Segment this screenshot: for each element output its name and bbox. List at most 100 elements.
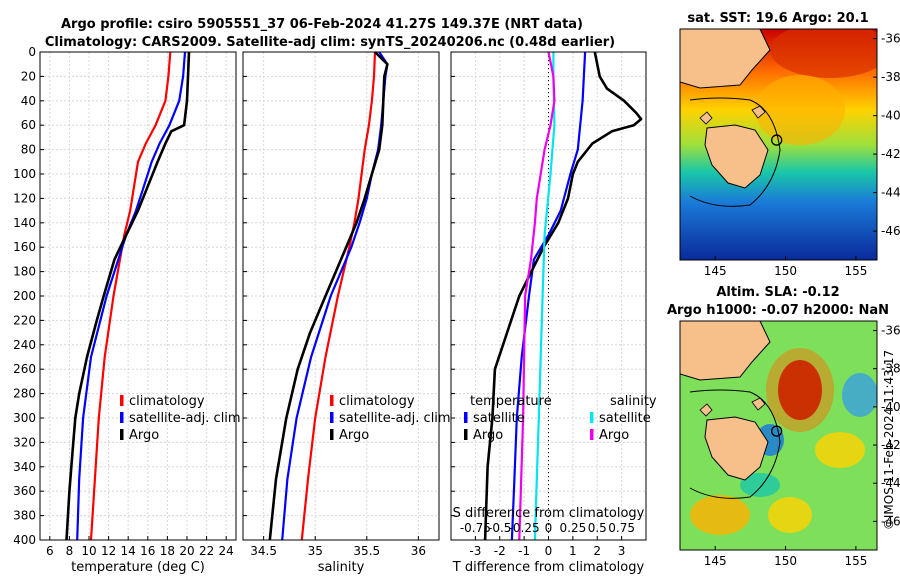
sla-map-frame: [679, 320, 878, 551]
temp-series-argo: [65, 51, 191, 541]
sla-map-title-line2: Argo h1000: -0.07 h2000: NaN: [667, 303, 889, 318]
diff-sal-legend-title: salinity: [610, 394, 657, 409]
diff-xtick-label: 0: [545, 544, 553, 558]
king-island: [699, 111, 713, 125]
sla-ytick-label: -38: [881, 362, 900, 376]
temp-series-satellite-adj-clim: [76, 51, 187, 541]
temp-legend-swatch: [120, 429, 124, 440]
diff-frame: [450, 51, 647, 541]
sla-map-title-line1: Altim. SLA: -0.12: [716, 285, 839, 300]
sst-map-frame: [679, 28, 878, 261]
sst-ytick-label: -36: [881, 32, 900, 46]
sla-ytick-label: -36: [881, 324, 900, 338]
diff-temp-legend-swatch: [464, 429, 468, 440]
sal-xtick-label: 34.5: [250, 544, 277, 558]
sal-legend-label: satellite-adj. clim: [339, 411, 451, 426]
sal-series-argo: [268, 51, 389, 541]
depth-tick-label: 160: [13, 240, 36, 254]
tasmania: [704, 124, 769, 189]
sla-ytick-label: -42: [881, 438, 900, 452]
sst-ytick-label: -40: [881, 109, 900, 123]
sal-xtick-label: 36: [411, 544, 426, 558]
sal-xlabel: salinity: [318, 560, 365, 575]
diff-series-temperature-satellite: [510, 51, 587, 541]
sst-warm-patch: [770, 29, 877, 78]
depth-tick-label: 380: [13, 509, 36, 523]
sla-argo-marker: [771, 425, 783, 437]
depth-tick-label: 280: [13, 387, 36, 401]
sal-series-climatology: [300, 51, 377, 541]
diff-top-tick-label: 0.5: [588, 521, 607, 535]
sla-shelf-contour: [689, 389, 781, 499]
temp-legend-label: satellite-adj. clim: [129, 411, 241, 426]
sst-ytick-label: -42: [881, 147, 900, 161]
diff-top-tick-label: 0.75: [608, 521, 635, 535]
sst-xtick-label: 145: [704, 264, 727, 278]
sla-ytick-label: -40: [881, 400, 900, 414]
depth-tick-label: 180: [13, 265, 36, 279]
temp-xtick-label: 10: [81, 544, 96, 558]
depth-tick-label: 120: [13, 191, 36, 205]
mainland-coastline: [680, 29, 771, 89]
diff-xtick-label: 3: [618, 544, 626, 558]
temp-legend-label: Argo: [129, 428, 159, 443]
diff-sal-legend-swatch: [590, 412, 594, 423]
depth-tick-label: 340: [13, 460, 36, 474]
diff-series-temperature-argo: [483, 51, 643, 541]
sla-xtick-label: 145: [704, 554, 727, 568]
depth-tick-label: 300: [13, 411, 36, 425]
sla-warm-patch-1: [815, 432, 865, 468]
sla-ytick-label: -46: [881, 514, 900, 528]
sst-xtick-label: 155: [844, 264, 867, 278]
depth-tick-label: 0: [28, 45, 36, 59]
diff-sal-legend-swatch: [590, 429, 594, 440]
flinders-island: [751, 105, 766, 119]
sla-mainland-coastline: [680, 321, 771, 381]
temp-legend-label: climatology: [129, 394, 205, 409]
sst-ytick-label: -44: [881, 186, 900, 200]
sal-frame: [242, 51, 440, 541]
depth-tick-label: 320: [13, 435, 36, 449]
sla-mainland-australia: [680, 321, 770, 380]
sst-argo-marker: [771, 134, 783, 146]
sst-warm-eddy: [755, 75, 845, 145]
sst-ytick-label: -38: [881, 70, 900, 84]
sla-flinders-island: [751, 397, 766, 411]
depth-tick-label: 80: [21, 143, 36, 157]
temperature-panel: 6 8 10 12 14 16 18 20 22 24 temperature (deg C) 0 20…: [13, 45, 241, 575]
diff-xtick-label: 2: [593, 544, 601, 558]
temp-xlabel: temperature (deg C): [71, 560, 205, 575]
depth-tick-label: 140: [13, 216, 36, 230]
depth-tick-label: 40: [21, 94, 36, 108]
temp-xtick-label: 22: [199, 544, 214, 558]
temp-xtick-label: 8: [66, 544, 74, 558]
diff-xtick-label: -2: [494, 544, 506, 558]
sla-tasmania: [704, 416, 769, 481]
sal-legend-swatch: [330, 412, 334, 423]
mainland-australia: [680, 29, 770, 88]
sal-xtick-label: 35.5: [353, 544, 380, 558]
sal-legend-label: climatology: [339, 394, 415, 409]
diff-top-tick-label: 0: [545, 521, 553, 535]
temp-xtick-label: 24: [219, 544, 234, 558]
temp-xtick-label: 20: [179, 544, 194, 558]
depth-tick-label: 260: [13, 362, 36, 376]
salinity-panel: 34.5 35 35.5 36 salinity climatology satellite…: [242, 51, 451, 575]
temp-legend-swatch: [120, 395, 124, 406]
temp-xtick-label: 12: [101, 544, 116, 558]
figure-title-line2: Climatology: CARS2009. Satellite-adj cli…: [45, 35, 615, 50]
sla-low-patch-1: [842, 373, 877, 417]
sal-legend-label: Argo: [339, 428, 369, 443]
sla-low-patch-3: [740, 473, 780, 497]
diff-top-tick-label: -0.75: [460, 521, 491, 535]
depth-tick-label: 240: [13, 338, 36, 352]
sla-high-halo: [766, 348, 834, 432]
diff-temp-legend-label: satellite: [473, 411, 525, 426]
figure-title-line1: Argo profile: csiro 5905551_37 06-Feb-20…: [61, 17, 583, 32]
temp-frame: [39, 51, 237, 541]
depth-tick-label: 200: [13, 289, 36, 303]
diff-xtick-label: -1: [518, 544, 530, 558]
sla-map: Altim. SLA: -0.12 Argo h1000: -0.07 h200…: [667, 285, 900, 568]
depth-tick-label: 100: [13, 167, 36, 181]
